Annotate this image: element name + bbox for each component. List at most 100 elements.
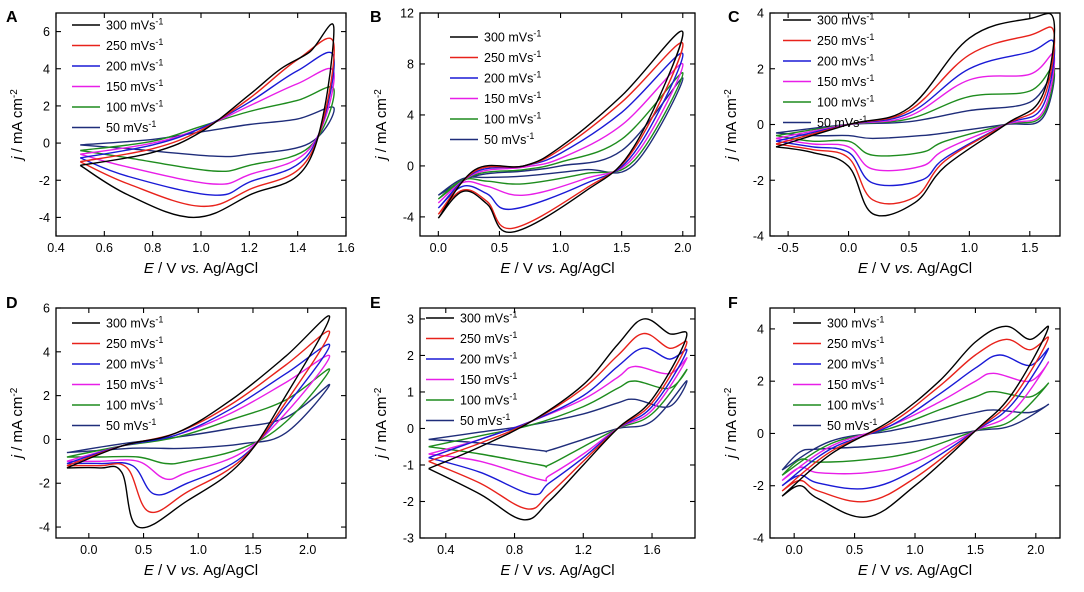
panel-letter: C xyxy=(728,9,740,26)
cv-curve-100mvs xyxy=(775,64,1056,157)
cv-curve-150mvs xyxy=(775,52,1056,172)
panel-letter: A xyxy=(6,9,18,26)
y-tick-label: 0 xyxy=(757,118,764,132)
y-tick-label: -4 xyxy=(753,230,764,244)
legend: 300 mVs-1 250 mVs-1 200 mVs-1 150 mVs-1 100 … xyxy=(426,310,517,428)
y-tick-label: -4 xyxy=(39,521,50,535)
cv-curve-150mvs xyxy=(437,63,684,204)
y-tick-label: 2 xyxy=(757,375,764,389)
y-tick-label: 3 xyxy=(407,312,414,326)
legend-label: 300 mVs-1 xyxy=(827,315,884,331)
legend-label: 250 mVs-1 xyxy=(106,37,163,53)
y-tick-label: -2 xyxy=(753,479,764,493)
cv-curve-100mvs xyxy=(80,86,335,173)
legend-label: 100 mVs-1 xyxy=(827,397,884,413)
x-tick-label: 1.5 xyxy=(1021,241,1038,255)
y-tick-label: 2 xyxy=(43,389,50,403)
legend-label: 250 mVs-1 xyxy=(817,32,874,48)
y-tick-label: 1 xyxy=(407,385,414,399)
x-axis-label: E / V vs. Ag/AgCl xyxy=(500,260,614,277)
x-tick-label: 1.6 xyxy=(643,543,660,557)
y-tick-label: 8 xyxy=(407,57,414,71)
y-tick-label: 2 xyxy=(407,349,414,363)
curves xyxy=(781,325,1050,518)
y-tick-label: -2 xyxy=(39,174,50,188)
curves xyxy=(775,13,1056,217)
panel-letter: E xyxy=(370,295,381,312)
plot-frame xyxy=(419,307,696,539)
x-tick-label: 2.0 xyxy=(674,241,691,255)
legend-label: 50 mVs-1 xyxy=(817,114,867,130)
panel-c: C -0.5 0.0 0.5 1.0 1.5 -4 -2 0 2 4 E / V vs. Ag/AgC… xyxy=(723,7,1061,277)
legend-label: 300 mVs-1 xyxy=(484,29,541,45)
legend-label: 50 mVs-1 xyxy=(460,412,510,428)
legend-label: 200 mVs-1 xyxy=(827,356,884,372)
legend-label: 250 mVs-1 xyxy=(484,49,541,65)
legend-label: 50 mVs-1 xyxy=(827,417,877,433)
legend-label: 150 mVs-1 xyxy=(827,376,884,392)
legend-label: 300 mVs-1 xyxy=(106,315,163,331)
x-axis-label: E / V vs. Ag/AgCl xyxy=(144,562,258,579)
x-tick-label: 0.4 xyxy=(47,241,64,255)
x-tick-label: 0.5 xyxy=(900,241,917,255)
x-tick-label: 0.4 xyxy=(437,543,454,557)
x-axis-label: E / V vs. Ag/AgCl xyxy=(500,562,614,579)
legend-label: 150 mVs-1 xyxy=(460,371,517,387)
y-tick-label: 4 xyxy=(407,108,414,122)
y-tick-label: 6 xyxy=(43,25,50,39)
legend-label: 50 mVs-1 xyxy=(106,119,156,135)
panel-e: E 0.4 0.8 1.2 1.6 -3 -2 -1 0 1 2 3 E / V vs. Ag/AgCl… xyxy=(370,295,696,579)
y-tick-label: 4 xyxy=(757,7,764,21)
x-tick-label: 0.6 xyxy=(96,241,113,255)
legend-label: 200 mVs-1 xyxy=(106,58,163,74)
y-tick-label: 0 xyxy=(407,159,414,173)
legend: 300 mVs-1 250 mVs-1 200 mVs-1 150 mVs-1 100 … xyxy=(793,315,884,433)
cv-curve-50mvs xyxy=(775,70,1056,140)
y-tick-label: 4 xyxy=(43,345,50,359)
x-tick-label: 1.2 xyxy=(241,241,258,255)
y-tick-label: -4 xyxy=(753,532,764,546)
legend: 300 mVs-1 250 mVs-1 200 mVs-1 150 mVs-1 100 … xyxy=(72,17,163,135)
x-tick-label: 1.0 xyxy=(552,241,569,255)
curves xyxy=(428,318,688,521)
legend-label: 200 mVs-1 xyxy=(106,356,163,372)
cv-curve-300mvs xyxy=(781,325,1050,518)
legend-label: 150 mVs-1 xyxy=(106,376,163,392)
legend-label: 50 mVs-1 xyxy=(106,417,156,433)
x-tick-label: 1.0 xyxy=(192,241,209,255)
panel-letter: F xyxy=(728,295,738,312)
y-tick-label: -4 xyxy=(403,210,414,224)
cv-curve-300mvs xyxy=(428,318,688,521)
legend-label: 100 mVs-1 xyxy=(460,392,517,408)
y-tick-label: 0 xyxy=(43,137,50,151)
curves xyxy=(66,315,331,529)
cv-curve-250mvs xyxy=(775,26,1056,205)
y-tick-label: -2 xyxy=(753,174,764,188)
cv-curve-100mvs xyxy=(781,382,1050,476)
y-tick-label: -4 xyxy=(39,211,50,225)
x-axis-label: E / V vs. Ag/AgCl xyxy=(858,562,972,579)
cv-curve-250mvs xyxy=(79,37,335,208)
cv-curve-200mvs xyxy=(781,347,1050,490)
panel-letter: D xyxy=(6,295,18,312)
cv-curve-250mvs xyxy=(428,332,688,510)
y-tick-label: 0 xyxy=(407,422,414,436)
y-axis-label: j / mA cm-2 xyxy=(9,89,27,162)
y-axis-label: j / mA cm-2 xyxy=(723,387,741,460)
cv-curve-300mvs xyxy=(66,315,331,529)
x-tick-label: 0.5 xyxy=(491,241,508,255)
plot-frame xyxy=(419,12,696,237)
x-tick-label: 0.5 xyxy=(135,543,152,557)
y-tick-label: 0 xyxy=(757,427,764,441)
cv-curve-100mvs xyxy=(437,72,684,200)
x-axis-label: E / V vs. Ag/AgCl xyxy=(144,260,258,277)
y-tick-label: 2 xyxy=(757,62,764,76)
y-tick-label: -1 xyxy=(403,458,414,472)
panel-f: F 0.0 0.5 1.0 1.5 2.0 -4 -2 0 2 4 E / V vs. Ag/AgCl… xyxy=(723,295,1061,579)
x-tick-label: 1.0 xyxy=(906,543,923,557)
y-tick-label: -3 xyxy=(403,532,414,546)
legend-label: 300 mVs-1 xyxy=(817,12,874,28)
y-axis-label: j / mA cm-2 xyxy=(9,387,27,460)
panel-b: B 0.0 0.5 1.0 1.5 2.0 -4 0 4 8 12 E / V vs. Ag/AgCl… xyxy=(370,7,696,277)
cv-curve-300mvs xyxy=(79,23,335,219)
